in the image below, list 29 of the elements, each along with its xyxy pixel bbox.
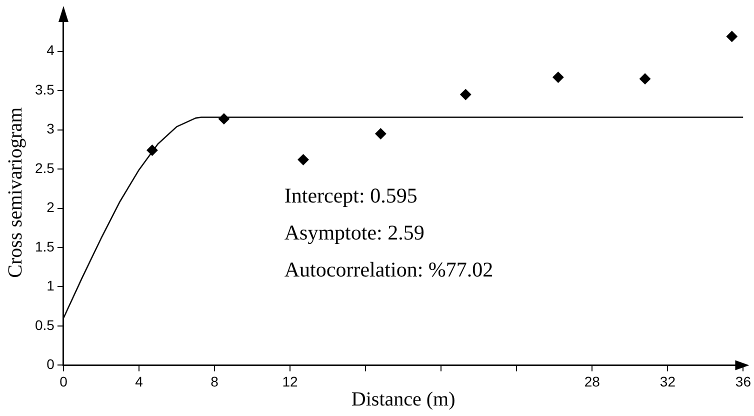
point [552,72,564,83]
x-tick-label: 28 [584,373,600,390]
y-tick-label: 1 [46,278,55,294]
x-axis-title: Distance (m) [351,388,456,410]
point [218,113,230,124]
y-tick-label: 1.5 [34,238,55,254]
annotation: Intercept: 0.595 [284,184,418,208]
x-tick-label: 0 [60,373,68,390]
y-tick-label: 0.5 [34,316,55,333]
point [726,30,738,42]
x-tick-label: 4 [135,373,144,390]
y-tick-label: 2 [46,199,55,216]
x-tick-label: 32 [660,373,676,390]
y-tick-label: 3.5 [34,81,55,98]
point [298,154,309,166]
annotation: Autocorrelation: %77.02 [284,258,494,282]
y-tick-label: 3 [46,120,55,137]
point [375,128,386,140]
annotation: Asymptote: 2.59 [284,220,424,245]
x-tick-label: 8 [210,373,219,390]
point [146,144,158,156]
point [460,89,472,100]
y-tick-label: 4 [46,42,55,58]
point [640,73,651,84]
x-tick-label: 12 [282,373,298,390]
y-axis-title: Cross semivariogram [4,106,26,278]
x-tick-label: 36 [735,373,752,390]
y-tick-label: 0 [46,356,55,372]
y-tick-label: 2.5 [34,160,55,176]
